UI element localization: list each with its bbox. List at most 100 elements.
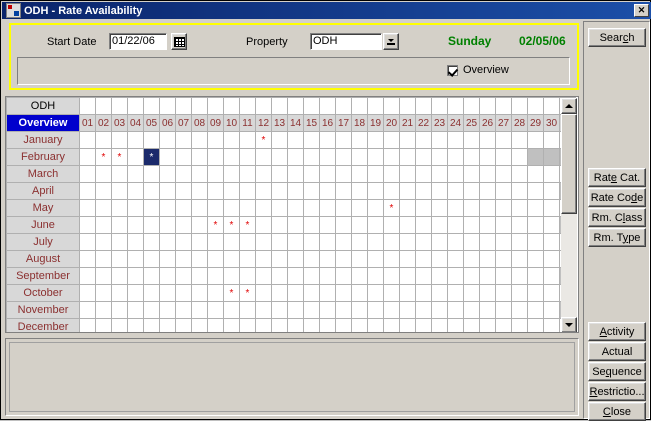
availability-cell[interactable] (127, 199, 144, 217)
availability-cell[interactable] (543, 250, 560, 268)
availability-cell[interactable] (271, 318, 288, 332)
availability-cell[interactable] (175, 216, 192, 234)
availability-cell[interactable] (543, 301, 560, 319)
availability-cell[interactable] (479, 131, 496, 149)
availability-cell[interactable] (383, 267, 400, 285)
availability-cell[interactable] (415, 267, 432, 285)
availability-cell[interactable] (159, 233, 176, 251)
availability-cell[interactable] (463, 199, 480, 217)
availability-cell[interactable] (239, 148, 256, 166)
availability-cell[interactable] (271, 165, 288, 183)
availability-cell[interactable] (543, 318, 560, 332)
availability-cell[interactable] (303, 182, 320, 200)
availability-cell[interactable] (127, 301, 144, 319)
availability-cell[interactable] (383, 148, 400, 166)
availability-cell[interactable] (463, 318, 480, 332)
availability-cell[interactable] (479, 182, 496, 200)
availability-cell[interactable] (239, 165, 256, 183)
availability-cell[interactable] (367, 148, 384, 166)
availability-cell[interactable] (511, 216, 528, 234)
availability-cell[interactable] (463, 148, 480, 166)
availability-cell[interactable] (399, 267, 416, 285)
availability-cell[interactable] (319, 199, 336, 217)
availability-cell[interactable] (447, 250, 464, 268)
availability-cell[interactable] (207, 165, 224, 183)
availability-cell[interactable] (399, 233, 416, 251)
day-column-header[interactable]: 08 (191, 114, 208, 132)
availability-cell[interactable] (239, 318, 256, 332)
availability-cell[interactable] (79, 165, 96, 183)
availability-cell[interactable] (175, 318, 192, 332)
availability-cell[interactable] (527, 267, 544, 285)
availability-cell[interactable] (431, 165, 448, 183)
availability-cell[interactable] (223, 233, 240, 251)
availability-cell[interactable]: * (223, 216, 240, 234)
availability-cell[interactable] (287, 301, 304, 319)
availability-cell[interactable] (223, 165, 240, 183)
availability-cell[interactable] (303, 250, 320, 268)
availability-cell[interactable] (159, 284, 176, 302)
start-date-input[interactable]: 01/22/06 (109, 33, 167, 50)
availability-cell[interactable] (111, 250, 128, 268)
availability-cell[interactable] (543, 131, 560, 149)
month-row-label[interactable]: July (6, 233, 80, 251)
availability-cell[interactable] (335, 250, 352, 268)
rate-code-button[interactable]: Rate Code (588, 188, 646, 207)
availability-cell[interactable] (287, 318, 304, 332)
availability-cell[interactable] (447, 131, 464, 149)
availability-cell[interactable] (175, 301, 192, 319)
availability-cell[interactable] (447, 318, 464, 332)
availability-cell[interactable] (431, 250, 448, 268)
availability-cell[interactable] (191, 284, 208, 302)
availability-cell[interactable] (159, 199, 176, 217)
availability-cell[interactable] (351, 165, 368, 183)
availability-cell[interactable] (335, 182, 352, 200)
availability-cell[interactable] (79, 301, 96, 319)
day-column-header[interactable]: 13 (271, 114, 288, 132)
availability-cell[interactable] (511, 250, 528, 268)
availability-cell[interactable] (191, 182, 208, 200)
availability-cell[interactable] (271, 199, 288, 217)
availability-cell[interactable] (351, 233, 368, 251)
day-column-header[interactable]: 17 (335, 114, 352, 132)
day-column-header[interactable]: 06 (159, 114, 176, 132)
availability-cell[interactable] (495, 301, 512, 319)
availability-cell[interactable] (127, 250, 144, 268)
day-column-header[interactable]: 20 (383, 114, 400, 132)
availability-cell[interactable] (431, 131, 448, 149)
availability-cell[interactable] (511, 199, 528, 217)
availability-cell[interactable] (319, 250, 336, 268)
availability-cell[interactable] (79, 216, 96, 234)
availability-cell[interactable] (399, 250, 416, 268)
availability-cell[interactable] (287, 131, 304, 149)
availability-cell[interactable] (479, 318, 496, 332)
availability-cell[interactable] (447, 216, 464, 234)
day-column-header[interactable]: 01 (79, 114, 96, 132)
availability-cell[interactable] (495, 182, 512, 200)
availability-cell[interactable] (223, 131, 240, 149)
availability-cell[interactable] (159, 318, 176, 332)
availability-cell[interactable] (431, 216, 448, 234)
availability-cell[interactable] (399, 199, 416, 217)
availability-cell[interactable] (175, 182, 192, 200)
availability-cell[interactable] (255, 318, 272, 332)
availability-grid[interactable]: ODH Overview 01 02 03 04 05 06 07 08 09 10 11 12 13 14 1… (5, 96, 579, 333)
day-column-header[interactable]: 05 (143, 114, 160, 132)
availability-cell[interactable] (255, 148, 272, 166)
availability-cell[interactable] (415, 131, 432, 149)
availability-cell[interactable] (207, 182, 224, 200)
availability-cell[interactable] (95, 284, 112, 302)
availability-cell[interactable] (175, 199, 192, 217)
scroll-down-button[interactable] (561, 317, 577, 332)
availability-cell[interactable] (383, 233, 400, 251)
availability-cell[interactable] (159, 165, 176, 183)
month-row-label[interactable]: November (6, 301, 80, 319)
availability-cell[interactable] (175, 267, 192, 285)
availability-cell[interactable] (543, 182, 560, 200)
availability-cell[interactable] (239, 131, 256, 149)
availability-cell[interactable] (303, 131, 320, 149)
availability-cell[interactable] (159, 131, 176, 149)
availability-cell[interactable] (111, 284, 128, 302)
availability-cell[interactable] (479, 233, 496, 251)
availability-cell[interactable] (207, 250, 224, 268)
